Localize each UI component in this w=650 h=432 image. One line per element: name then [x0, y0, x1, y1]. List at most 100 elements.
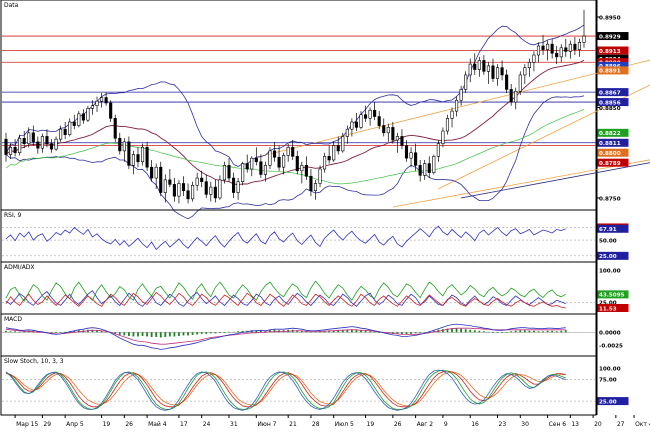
x-tick-label: 23	[499, 421, 507, 428]
macd-histogram-bar	[269, 330, 271, 333]
candle	[536, 42, 541, 63]
macd-histogram-bar	[410, 332, 412, 334]
candle	[555, 45, 559, 65]
value-flag-box	[597, 98, 629, 107]
macd-histogram-bar	[555, 331, 558, 333]
candle	[368, 107, 372, 126]
macd-histogram-bar	[346, 329, 349, 333]
candle	[22, 131, 26, 149]
candle-body	[341, 136, 345, 152]
candle	[432, 154, 436, 175]
candle	[559, 44, 563, 63]
candle	[445, 114, 450, 135]
macd-histogram-bar	[114, 332, 117, 334]
macd-histogram-bar	[482, 331, 485, 333]
value-flag: 67.91	[597, 224, 629, 233]
candle	[341, 132, 345, 153]
candle	[400, 129, 404, 150]
candle-body	[373, 109, 377, 117]
x-tick-label: 17	[180, 421, 188, 428]
candle	[486, 62, 490, 84]
candle-body	[59, 128, 63, 140]
candle-body	[31, 132, 35, 143]
candle	[282, 152, 286, 175]
macd-histogram-bar	[455, 328, 458, 333]
value-flag-box	[597, 251, 629, 260]
macd-histogram-bar	[173, 332, 176, 337]
value-flag-box	[597, 66, 629, 75]
macd-histogram-bar	[350, 329, 353, 333]
macd-histogram-bar	[191, 332, 194, 335]
candle	[345, 125, 349, 144]
macd-histogram-bar	[250, 330, 253, 333]
x-tick-label: 24	[203, 421, 211, 428]
value-flag-label: 0.8811	[599, 141, 621, 147]
value-flag-box	[597, 224, 629, 233]
candle	[159, 161, 163, 197]
candle-body	[68, 121, 72, 135]
macd-histogram-bar	[401, 332, 403, 335]
macd-histogram-bar	[542, 331, 544, 333]
macd-histogram-bar	[519, 330, 522, 333]
candle-body	[436, 143, 440, 157]
candle	[131, 150, 135, 175]
candle	[18, 134, 22, 156]
candle-body	[241, 163, 245, 182]
candle-body	[559, 47, 563, 58]
value-flag-label: 0.8856	[599, 100, 621, 106]
candle	[377, 111, 381, 130]
macd-histogram-bar	[296, 330, 299, 333]
value-flag-box	[597, 138, 629, 147]
value-flag-label: -0.0025	[599, 344, 623, 350]
macd-histogram-bar	[132, 332, 135, 337]
candle	[118, 132, 122, 155]
candle	[181, 176, 186, 197]
candle	[4, 132, 8, 162]
candle-body	[486, 65, 490, 72]
candle-body	[250, 157, 254, 170]
candle-body	[473, 63, 477, 70]
candle	[286, 143, 290, 162]
candle	[222, 161, 227, 184]
macd-histogram-bar	[96, 330, 98, 333]
candle	[441, 127, 445, 148]
x-tick-label: 29	[43, 421, 51, 428]
macd-histogram-bar	[36, 331, 39, 333]
indicator-series	[5, 371, 566, 407]
candle-body	[427, 163, 431, 173]
macd-histogram-bar	[528, 330, 531, 333]
candle	[491, 58, 495, 83]
value-flag-box	[598, 328, 628, 336]
x-tick-label: Сен 6	[549, 421, 567, 428]
candle	[455, 96, 459, 117]
value-flag-label: 43.5095	[599, 293, 625, 299]
x-tick-label: Апр 5	[66, 421, 84, 428]
macd-histogram-bar	[146, 332, 148, 337]
value-flag: 0.0000	[598, 328, 628, 337]
indicator-series	[5, 369, 566, 411]
candle-body	[195, 177, 199, 186]
value-flag-label: 25.00	[599, 399, 617, 405]
candle-body	[191, 184, 195, 200]
indicator-series	[5, 225, 566, 251]
macd-histogram-bar	[419, 332, 422, 333]
candle-body	[505, 74, 509, 90]
candle-body	[100, 97, 104, 102]
candle	[546, 40, 550, 61]
candle	[418, 159, 422, 182]
macd-histogram-bar	[100, 330, 103, 333]
candle-body	[482, 60, 486, 72]
candle	[436, 140, 440, 162]
macd-histogram-bar	[369, 331, 371, 333]
candle	[327, 145, 331, 164]
candle-body	[122, 141, 126, 152]
candle-body	[13, 147, 17, 154]
candle-body	[282, 155, 286, 168]
macd-histogram-bar	[187, 332, 189, 336]
candle	[104, 92, 108, 106]
candle	[63, 121, 67, 140]
candle	[427, 156, 431, 179]
macd-histogram-bar	[546, 330, 549, 333]
